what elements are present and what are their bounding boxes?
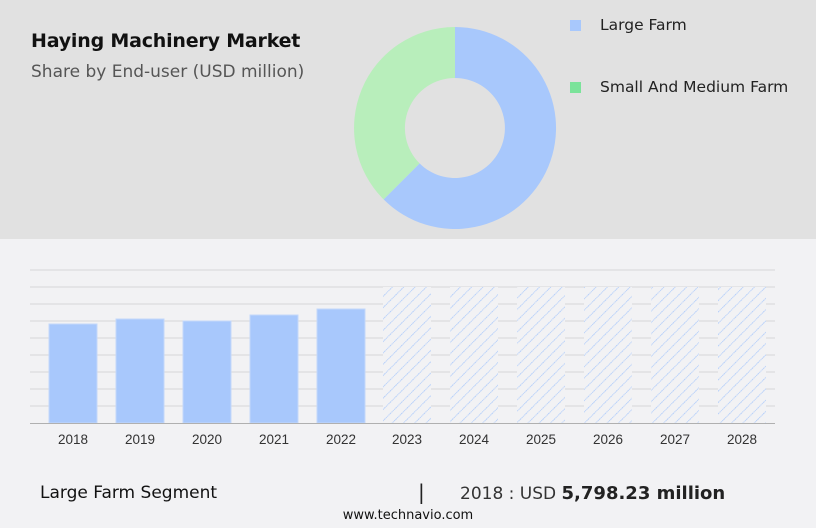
segment-value-amount: 5,798.23 million [561,483,726,504]
bar-2025[interactable] [517,287,565,423]
x-tick-label: 2028 [726,432,758,447]
donut-slice-small-medium-farm[interactable] [354,27,455,200]
legend-swatch-icon [570,81,581,93]
legend-label: Large Farm [600,16,687,34]
summary-panel: Haying Machinery Market Share by End-use… [0,0,816,239]
x-tick-label: 2026 [592,432,624,447]
x-tick-label: 2018 [57,432,89,447]
segment-label: Large Farm Segment [40,483,218,503]
bar-2028[interactable] [718,287,766,423]
chart-title: Haying Machinery Market [31,30,301,52]
x-tick-label: 2021 [258,432,290,447]
bar-2021[interactable] [249,314,299,424]
bar-2018[interactable] [48,323,98,424]
segment-year-prefix: 2018 : USD [460,484,562,504]
bar-2022[interactable] [316,308,366,424]
footer-separator: | [418,480,425,504]
x-tick-label: 2025 [525,432,557,447]
x-tick-label: 2019 [124,432,156,447]
historical-bars [48,308,366,424]
segment-value: 2018 : USD 5,798.23 million [460,483,725,504]
bar-2020[interactable] [182,320,232,424]
legend-item-large-farm[interactable]: Large Farm [570,12,788,38]
donut-slice-large-farm[interactable] [383,26,557,229]
bar-2027[interactable] [651,287,699,423]
bar-2019[interactable] [115,318,165,424]
source-url[interactable]: www.technavio.com [342,508,474,523]
chart-subtitle: Share by End-user (USD million) [31,62,305,82]
x-tick-label: 2027 [659,432,691,447]
legend-swatch-icon [570,19,581,31]
x-tick-label: 2022 [325,432,357,447]
legend-label: Small And Medium Farm [600,78,789,96]
x-tick-label: 2024 [458,432,490,447]
legend: Large Farm Small And Medium Farm [570,12,788,112]
bar-2024[interactable] [450,287,498,423]
x-tick-label: 2023 [391,432,423,447]
forecast-bars [383,287,766,423]
legend-item-small-medium-farm[interactable]: Small And Medium Farm [570,62,788,112]
donut-chart [354,26,557,229]
x-tick-label: 2020 [191,432,223,447]
bar-2026[interactable] [584,287,632,423]
bar-2023[interactable] [383,287,431,423]
